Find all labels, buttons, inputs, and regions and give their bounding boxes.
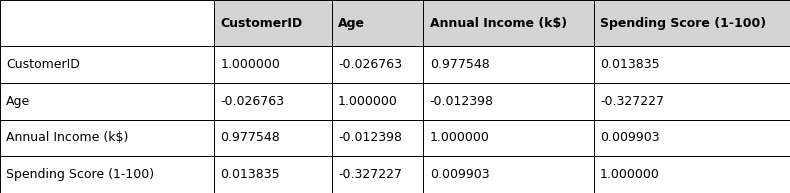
Bar <box>332 120 423 156</box>
Bar <box>214 0 332 46</box>
Text: 0.013835: 0.013835 <box>600 58 660 71</box>
Bar <box>332 0 423 46</box>
Bar <box>332 83 423 120</box>
Bar <box>423 0 593 46</box>
Bar <box>332 156 423 193</box>
Text: 0.977548: 0.977548 <box>220 131 280 145</box>
Bar <box>0 46 214 83</box>
Bar <box>593 0 790 46</box>
Bar <box>593 83 790 120</box>
Bar <box>214 46 332 83</box>
Bar <box>0 156 214 193</box>
Text: Age: Age <box>6 95 31 108</box>
Bar <box>332 46 423 83</box>
Bar <box>423 83 593 120</box>
Text: 1.000000: 1.000000 <box>338 95 398 108</box>
Bar <box>0 83 214 120</box>
Text: CustomerID: CustomerID <box>6 58 81 71</box>
Text: Spending Score (1-100): Spending Score (1-100) <box>600 17 766 30</box>
Bar <box>214 120 332 156</box>
Text: -0.012398: -0.012398 <box>338 131 402 145</box>
Text: -0.327227: -0.327227 <box>600 95 664 108</box>
Text: -0.026763: -0.026763 <box>338 58 402 71</box>
Text: 1.000000: 1.000000 <box>600 168 660 181</box>
Text: 0.977548: 0.977548 <box>430 58 490 71</box>
Text: 1.000000: 1.000000 <box>430 131 490 145</box>
Text: Spending Score (1-100): Spending Score (1-100) <box>6 168 155 181</box>
Bar <box>0 0 214 46</box>
Text: 0.009903: 0.009903 <box>430 168 489 181</box>
Bar <box>0 120 214 156</box>
Text: -0.026763: -0.026763 <box>220 95 284 108</box>
Bar <box>423 120 593 156</box>
Text: 1.000000: 1.000000 <box>220 58 280 71</box>
Text: 0.009903: 0.009903 <box>600 131 660 145</box>
Bar <box>423 156 593 193</box>
Text: 0.013835: 0.013835 <box>220 168 280 181</box>
Bar <box>593 156 790 193</box>
Bar <box>593 120 790 156</box>
Bar <box>214 83 332 120</box>
Text: CustomerID: CustomerID <box>220 17 303 30</box>
Bar <box>214 156 332 193</box>
Text: -0.327227: -0.327227 <box>338 168 402 181</box>
Bar <box>423 46 593 83</box>
Text: Annual Income (k$): Annual Income (k$) <box>430 17 566 30</box>
Bar <box>593 46 790 83</box>
Text: Age: Age <box>338 17 365 30</box>
Text: -0.012398: -0.012398 <box>430 95 494 108</box>
Text: Annual Income (k$): Annual Income (k$) <box>6 131 129 145</box>
